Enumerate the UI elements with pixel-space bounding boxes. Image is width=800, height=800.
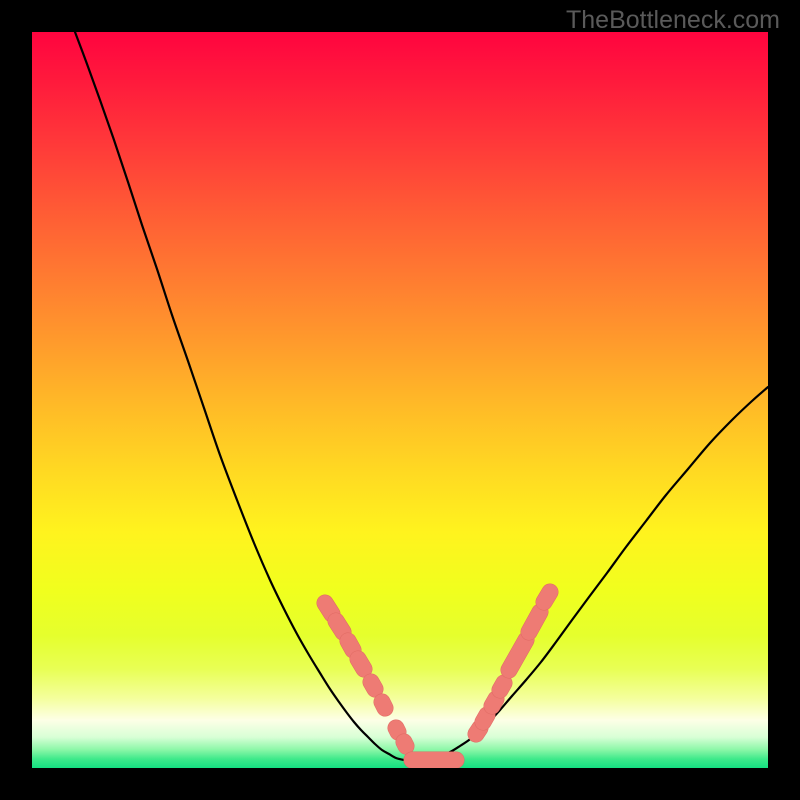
bottleneck-curve [75, 32, 768, 761]
data-marker [336, 621, 343, 632]
data-marker [544, 592, 550, 602]
data-marker [404, 742, 406, 746]
data-marker [483, 715, 487, 722]
data-marker [509, 640, 526, 670]
data-marker [492, 699, 496, 706]
data-marker [348, 641, 353, 650]
chart-container: TheBottleneck.com [0, 0, 800, 800]
plot-area [32, 32, 768, 768]
data-marker [382, 702, 385, 708]
data-marker [396, 728, 398, 732]
data-marker [325, 603, 332, 614]
data-marker [500, 683, 504, 690]
data-marker [371, 682, 375, 689]
watermark-text: TheBottleneck.com [566, 6, 780, 35]
data-marker [529, 612, 540, 632]
data-marker [358, 659, 364, 669]
curve-svg [32, 32, 768, 768]
data-markers [325, 592, 550, 760]
